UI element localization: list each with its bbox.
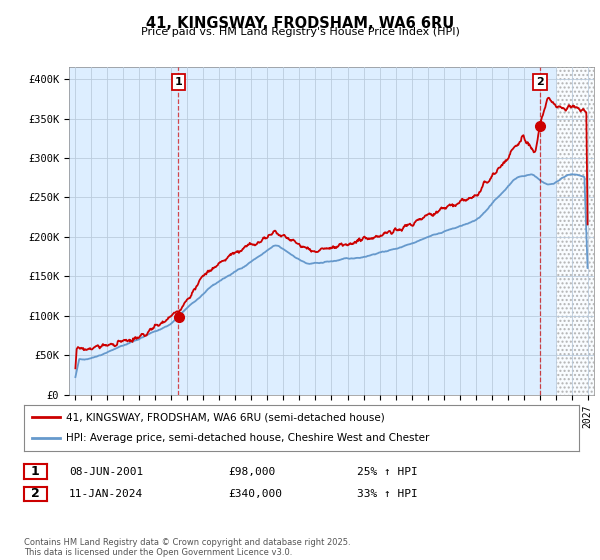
Text: 2: 2: [31, 487, 40, 501]
Text: 25% ↑ HPI: 25% ↑ HPI: [357, 466, 418, 477]
Text: 1: 1: [175, 77, 182, 87]
Bar: [556, 67, 594, 395]
Text: 41, KINGSWAY, FRODSHAM, WA6 6RU: 41, KINGSWAY, FRODSHAM, WA6 6RU: [146, 16, 454, 31]
Text: 08-JUN-2001: 08-JUN-2001: [69, 466, 143, 477]
Text: 2: 2: [536, 77, 544, 87]
Text: 33% ↑ HPI: 33% ↑ HPI: [357, 489, 418, 499]
Text: 11-JAN-2024: 11-JAN-2024: [69, 489, 143, 499]
Text: 41, KINGSWAY, FRODSHAM, WA6 6RU (semi-detached house): 41, KINGSWAY, FRODSHAM, WA6 6RU (semi-de…: [65, 412, 385, 422]
Text: £340,000: £340,000: [228, 489, 282, 499]
Text: HPI: Average price, semi-detached house, Cheshire West and Chester: HPI: Average price, semi-detached house,…: [65, 433, 429, 444]
Text: Contains HM Land Registry data © Crown copyright and database right 2025.
This d: Contains HM Land Registry data © Crown c…: [24, 538, 350, 557]
Text: £98,000: £98,000: [228, 466, 275, 477]
Text: Price paid vs. HM Land Registry's House Price Index (HPI): Price paid vs. HM Land Registry's House …: [140, 27, 460, 37]
Text: 1: 1: [31, 465, 40, 478]
